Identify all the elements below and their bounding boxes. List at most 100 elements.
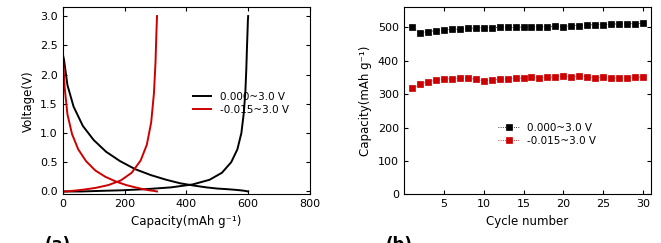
0.000~3.0 V bbox=[567, 24, 575, 27]
-0.015~3.0 V bbox=[535, 76, 543, 79]
-0.015~3.0 V bbox=[440, 78, 447, 81]
0.000~3.0 V bbox=[79, 124, 87, 127]
0.000~3.0 V bbox=[432, 29, 440, 32]
0.000~3.0 V bbox=[59, 53, 67, 56]
Line: 0.000~3.0 V: 0.000~3.0 V bbox=[63, 54, 248, 191]
0.000~3.0 V bbox=[575, 24, 583, 27]
-0.015~3.0 V bbox=[59, 59, 67, 61]
-0.015~3.0 V bbox=[112, 180, 120, 183]
-0.015~3.0 V bbox=[424, 80, 432, 83]
-0.015~3.0 V bbox=[567, 76, 575, 78]
0.000~3.0 V bbox=[488, 26, 496, 29]
-0.015~3.0 V bbox=[447, 77, 455, 80]
-0.015~3.0 V bbox=[592, 76, 600, 79]
-0.015~3.0 V bbox=[432, 79, 440, 82]
0.000~3.0 V bbox=[116, 160, 124, 163]
0.000~3.0 V bbox=[60, 59, 68, 61]
-0.015~3.0 V bbox=[408, 87, 416, 90]
0.000~3.0 V bbox=[480, 26, 488, 29]
-0.015~3.0 V bbox=[122, 184, 130, 187]
0.000~3.0 V bbox=[631, 22, 639, 25]
-0.015~3.0 V bbox=[527, 76, 535, 79]
-0.015~3.0 V bbox=[639, 75, 647, 78]
0.000~3.0 V bbox=[535, 25, 543, 28]
-0.015~3.0 V bbox=[496, 78, 504, 81]
-0.015~3.0 V bbox=[488, 79, 496, 82]
-0.015~3.0 V bbox=[102, 175, 110, 178]
Y-axis label: Voltage(V): Voltage(V) bbox=[22, 70, 34, 132]
0.000~3.0 V bbox=[447, 28, 455, 31]
-0.015~3.0 V bbox=[455, 77, 463, 80]
0.000~3.0 V bbox=[163, 178, 171, 181]
0.000~3.0 V bbox=[623, 22, 631, 25]
-0.015~3.0 V bbox=[74, 148, 82, 151]
-0.015~3.0 V bbox=[416, 83, 424, 86]
0.000~3.0 V bbox=[615, 23, 623, 26]
-0.015~3.0 V bbox=[132, 186, 139, 189]
0.000~3.0 V bbox=[592, 23, 600, 26]
0.000~3.0 V bbox=[132, 168, 139, 171]
0.000~3.0 V bbox=[223, 188, 231, 191]
Line: 0.000~3.0 V: 0.000~3.0 V bbox=[408, 20, 646, 36]
-0.015~3.0 V bbox=[139, 188, 147, 191]
-0.015~3.0 V bbox=[59, 53, 67, 56]
-0.015~3.0 V bbox=[145, 189, 153, 192]
Line: -0.015~3.0 V: -0.015~3.0 V bbox=[63, 54, 157, 191]
0.000~3.0 V bbox=[408, 26, 416, 29]
0.000~3.0 V bbox=[190, 184, 198, 187]
X-axis label: Capacity(mAh g⁻¹): Capacity(mAh g⁻¹) bbox=[131, 215, 241, 228]
-0.015~3.0 V bbox=[480, 79, 488, 82]
-0.015~3.0 V bbox=[153, 190, 161, 193]
0.000~3.0 V bbox=[102, 150, 110, 153]
Line: -0.015~3.0 V: -0.015~3.0 V bbox=[408, 73, 646, 92]
0.000~3.0 V bbox=[230, 188, 238, 191]
0.000~3.0 V bbox=[527, 26, 535, 29]
0.000~3.0 V bbox=[416, 31, 424, 34]
-0.015~3.0 V bbox=[504, 77, 512, 80]
0.000~3.0 V bbox=[464, 27, 472, 30]
0.000~3.0 V bbox=[147, 174, 155, 177]
0.000~3.0 V bbox=[607, 23, 615, 26]
0.000~3.0 V bbox=[90, 139, 98, 141]
-0.015~3.0 V bbox=[91, 169, 99, 172]
-0.015~3.0 V bbox=[559, 75, 567, 78]
-0.015~3.0 V bbox=[61, 86, 69, 89]
0.000~3.0 V bbox=[244, 190, 252, 193]
Text: (a): (a) bbox=[45, 235, 71, 243]
-0.015~3.0 V bbox=[623, 76, 631, 79]
0.000~3.0 V bbox=[455, 27, 463, 30]
-0.015~3.0 V bbox=[543, 76, 551, 79]
-0.015~3.0 V bbox=[464, 77, 472, 80]
0.000~3.0 V bbox=[583, 24, 591, 26]
-0.015~3.0 V bbox=[63, 113, 71, 116]
0.000~3.0 V bbox=[551, 25, 559, 28]
0.000~3.0 V bbox=[241, 190, 249, 192]
0.000~3.0 V bbox=[520, 26, 527, 28]
0.000~3.0 V bbox=[496, 26, 504, 29]
0.000~3.0 V bbox=[639, 22, 647, 25]
Legend: 0.000~3.0 V, -0.015~3.0 V: 0.000~3.0 V, -0.015~3.0 V bbox=[188, 87, 293, 119]
0.000~3.0 V bbox=[559, 25, 567, 28]
0.000~3.0 V bbox=[237, 189, 245, 192]
0.000~3.0 V bbox=[63, 84, 71, 87]
-0.015~3.0 V bbox=[520, 77, 527, 80]
0.000~3.0 V bbox=[424, 30, 432, 33]
-0.015~3.0 V bbox=[631, 76, 639, 79]
0.000~3.0 V bbox=[472, 26, 480, 29]
-0.015~3.0 V bbox=[82, 160, 90, 163]
-0.015~3.0 V bbox=[150, 190, 158, 192]
0.000~3.0 V bbox=[440, 29, 447, 32]
-0.015~3.0 V bbox=[68, 133, 76, 136]
0.000~3.0 V bbox=[214, 187, 221, 190]
0.000~3.0 V bbox=[543, 26, 551, 28]
-0.015~3.0 V bbox=[551, 75, 559, 78]
Y-axis label: Capacity(mAh g⁻¹): Capacity(mAh g⁻¹) bbox=[360, 46, 372, 156]
0.000~3.0 V bbox=[176, 182, 184, 185]
Text: (b): (b) bbox=[385, 235, 412, 243]
0.000~3.0 V bbox=[504, 26, 512, 29]
-0.015~3.0 V bbox=[583, 75, 591, 78]
0.000~3.0 V bbox=[69, 105, 77, 108]
-0.015~3.0 V bbox=[472, 78, 480, 81]
-0.015~3.0 V bbox=[512, 77, 520, 80]
0.000~3.0 V bbox=[600, 23, 607, 26]
